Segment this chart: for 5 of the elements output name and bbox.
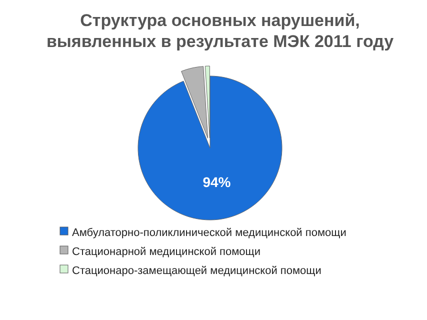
data-label: 94%	[202, 174, 232, 190]
legend-label: Амбулаторно-поликлинической медицинской помощи	[72, 227, 346, 239]
legend-label: Стационаро-замещающей медицинской помощи	[72, 265, 322, 277]
legend-label: Стационарной медицинской помощи	[72, 246, 260, 258]
chart-title: Структура основных нарушений, выявленных в результате МЭК 2011 году	[46, 11, 394, 51]
